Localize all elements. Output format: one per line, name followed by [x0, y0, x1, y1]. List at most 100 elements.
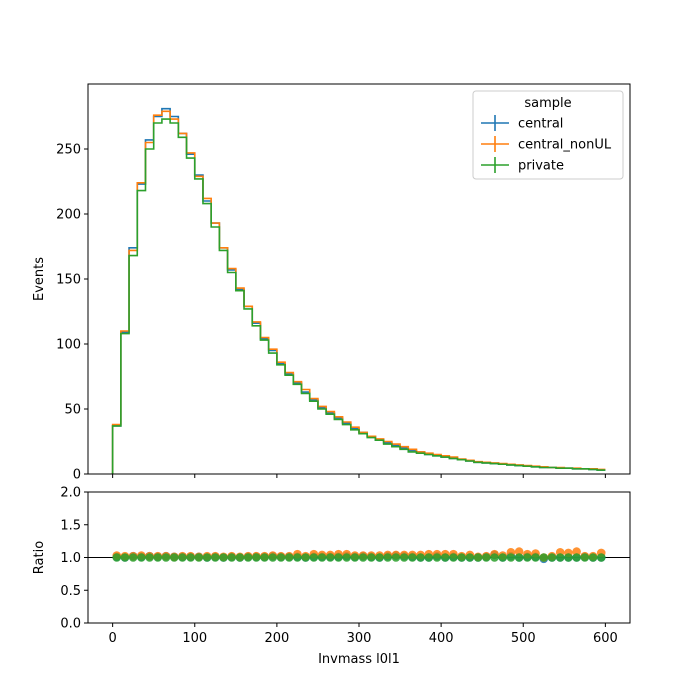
ratio-point-private	[153, 553, 163, 562]
legend-title: sample	[524, 96, 571, 111]
y-tick-label: 50	[64, 403, 81, 418]
y-axis-label-events: Events	[32, 257, 47, 301]
ratio-point-private	[399, 553, 409, 562]
ratio-y-tick-label: 1.0	[60, 551, 81, 566]
y-tick-label: 100	[56, 338, 81, 353]
main-series-group	[111, 107, 606, 474]
ratio-point-private	[137, 553, 146, 562]
ratio-point-private	[580, 553, 590, 562]
ratio-point-private	[547, 553, 557, 562]
ratio-point-private	[358, 553, 368, 562]
series-line-private	[111, 118, 606, 474]
ratio-point-private	[202, 553, 212, 562]
x-tick-label: 400	[429, 631, 454, 646]
ratio-point-private	[498, 553, 508, 562]
x-tick-label: 600	[593, 631, 618, 646]
ratio-point-private	[588, 553, 598, 562]
ratio-point-private	[284, 553, 294, 562]
ratio-point-private	[490, 553, 499, 562]
ratio-point-private	[219, 553, 228, 562]
ratio-y-ticks: 0.0 0.5 1.0 1.5 2.0	[60, 486, 88, 632]
ratio-point-private	[317, 553, 327, 562]
main-y-ticks: 0 50 100 150 200 250	[56, 143, 88, 483]
ratio-point-private	[555, 553, 565, 562]
x-tick-label: 0	[108, 631, 116, 646]
ratio-y-tick-label: 0.5	[60, 584, 81, 599]
ratio-point-private	[120, 553, 130, 562]
ratio-point-private	[145, 553, 154, 562]
ratio-point-private	[564, 553, 573, 562]
ratio-point-private	[440, 553, 450, 562]
ratio-point-private	[596, 553, 606, 562]
ratio-point-private	[169, 553, 179, 562]
ratio-point-private	[408, 553, 417, 562]
y-tick-label: 250	[56, 143, 81, 158]
ratio-point-private	[514, 553, 524, 562]
ratio-point-private	[260, 553, 269, 562]
y-tick-label: 0	[73, 468, 81, 483]
ratio-point-private	[572, 553, 581, 562]
ratio-point-private	[334, 553, 343, 562]
ratio-axes-frame	[87, 491, 631, 624]
ratio-point-private	[424, 553, 434, 562]
ratio-point-private	[227, 553, 237, 562]
ratio-point-private	[383, 553, 393, 562]
main-x-ticks	[112, 474, 606, 478]
ratio-point-private	[531, 553, 540, 562]
x-axis-label: Invmass l0l1	[318, 652, 400, 667]
ratio-series-group	[112, 547, 606, 564]
ratio-y-tick-label: 0.0	[60, 617, 81, 632]
x-tick-label: 300	[347, 631, 372, 646]
ratio-point-private	[481, 553, 491, 562]
ratio-point-private	[457, 553, 466, 562]
ratio-point-private	[161, 553, 171, 562]
ratio-point-private	[293, 553, 302, 562]
ratio-point-private	[375, 553, 384, 562]
ratio-y-tick-label: 1.5	[60, 518, 81, 533]
main-plot-panel: 0 50 100 150 200 250 Events	[32, 83, 631, 483]
ratio-point-private	[210, 553, 220, 562]
ratio-plot-panel: 0.0 0.5 1.0 1.5 2.0 0 100 200 300 400 500 600 Rati…	[32, 486, 631, 646]
y-axis-label-ratio: Ratio	[32, 541, 47, 574]
ratio-point-private	[350, 553, 360, 562]
x-tick-label: 100	[182, 631, 207, 646]
y-tick-label: 200	[56, 208, 81, 223]
ratio-point-private	[367, 553, 376, 562]
ratio-point-central-nonUL	[514, 547, 524, 556]
ratio-point-private	[539, 553, 549, 562]
ratio-point-private	[416, 553, 425, 562]
ratio-point-private	[301, 553, 310, 562]
ratio-point-private	[252, 553, 261, 562]
ratio-y-tick-label: 2.0	[60, 486, 81, 501]
ratio-point-private	[432, 553, 442, 562]
ratio-point-private	[391, 553, 401, 562]
ratio-x-ticks: 0 100 200 300 400 500 600	[108, 623, 618, 646]
ratio-point-private	[112, 553, 122, 562]
ratio-point-private	[506, 553, 516, 562]
ratio-point-private	[128, 553, 138, 562]
ratio-point-private	[465, 553, 475, 562]
ratio-point-private	[449, 553, 458, 562]
ratio-point-private	[194, 553, 204, 562]
ratio-point-private	[325, 553, 335, 562]
ratio-point-private	[178, 553, 187, 562]
x-tick-label: 200	[264, 631, 289, 646]
ratio-point-private	[523, 553, 532, 562]
ratio-point-private	[243, 553, 253, 562]
legend-box	[472, 90, 624, 180]
y-tick-label: 150	[56, 273, 81, 288]
ratio-point-private	[342, 553, 351, 562]
ratio-point-private	[309, 553, 319, 562]
legend-label-central-nonUL: central_nonUL	[518, 138, 612, 153]
x-tick-label: 500	[511, 631, 536, 646]
legend-label-private: private	[518, 159, 564, 174]
main-axes-frame	[87, 83, 631, 475]
ratio-point-central-nonUL	[572, 547, 581, 556]
ratio-point-private	[268, 553, 278, 562]
ratio-point-private	[235, 553, 245, 562]
ratio-point-private	[276, 553, 286, 562]
ratio-point-private	[186, 553, 195, 562]
